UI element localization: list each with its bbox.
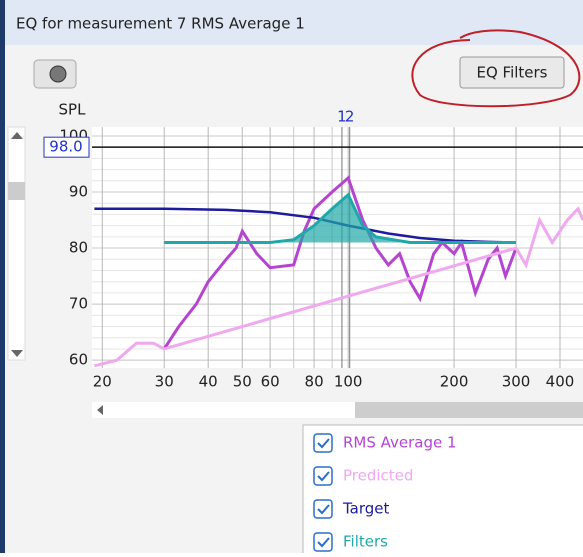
v-scroll-thumb[interactable]	[8, 182, 25, 200]
y-axis-label: SPL	[59, 101, 87, 119]
series-line	[164, 192, 516, 244]
window-title: EQ for measurement 7 RMS Average 1	[16, 15, 305, 33]
x-tick-label: 300	[502, 373, 531, 391]
legend-checkbox[interactable]	[313, 499, 333, 519]
y-tick-label: 90	[69, 183, 88, 201]
camera-icon	[49, 65, 67, 83]
legend-entry: Target	[342, 500, 390, 518]
y-tick-label: 80	[69, 239, 88, 257]
x-tick-label: 20	[93, 373, 112, 391]
x-tick-label: 50	[233, 373, 252, 391]
plot-area	[92, 127, 583, 368]
annotation-circle	[411, 29, 581, 108]
y-tick-label: 60	[69, 351, 88, 369]
screen-edge	[0, 0, 5, 553]
filter-area	[164, 194, 517, 243]
filter-number: 1	[337, 108, 347, 126]
filter-number: 2	[345, 108, 355, 126]
x-tick-label: 60	[261, 373, 280, 391]
x-tick-label: 80	[305, 373, 324, 391]
title-bar	[0, 0, 583, 45]
legend-box	[302, 424, 583, 557]
target-level-label: 98.0	[49, 138, 82, 156]
check-mark	[317, 504, 330, 515]
legend-entry: RMS Average 1	[343, 434, 457, 452]
y-tick-label: 70	[69, 295, 88, 313]
legend-entry: Predicted	[343, 467, 413, 485]
v-scrollbar[interactable]	[7, 126, 26, 361]
scroll-left-arrow	[97, 405, 103, 415]
check-mark	[317, 471, 330, 482]
legend-checkbox[interactable]	[313, 532, 333, 552]
check-mark	[317, 438, 330, 449]
series-line	[94, 206, 583, 368]
x-tick-label: 200	[440, 373, 469, 391]
legend-checkbox[interactable]	[313, 433, 333, 453]
legend-checkbox[interactable]	[313, 466, 333, 486]
check-mark	[317, 537, 330, 548]
series-line	[162, 175, 518, 350]
eq-filters-button[interactable]	[459, 56, 565, 89]
target-level-box	[43, 136, 90, 158]
x-tick-label: 30	[155, 373, 174, 391]
x-tick-label: 100	[334, 373, 363, 391]
x-tick-label: 40	[199, 373, 218, 391]
legend-entry: Filters	[343, 533, 388, 551]
button-label: EQ Filters	[476, 64, 547, 82]
h-scroll-thumb[interactable]	[355, 402, 583, 418]
x-tick-label: 400	[546, 373, 575, 391]
